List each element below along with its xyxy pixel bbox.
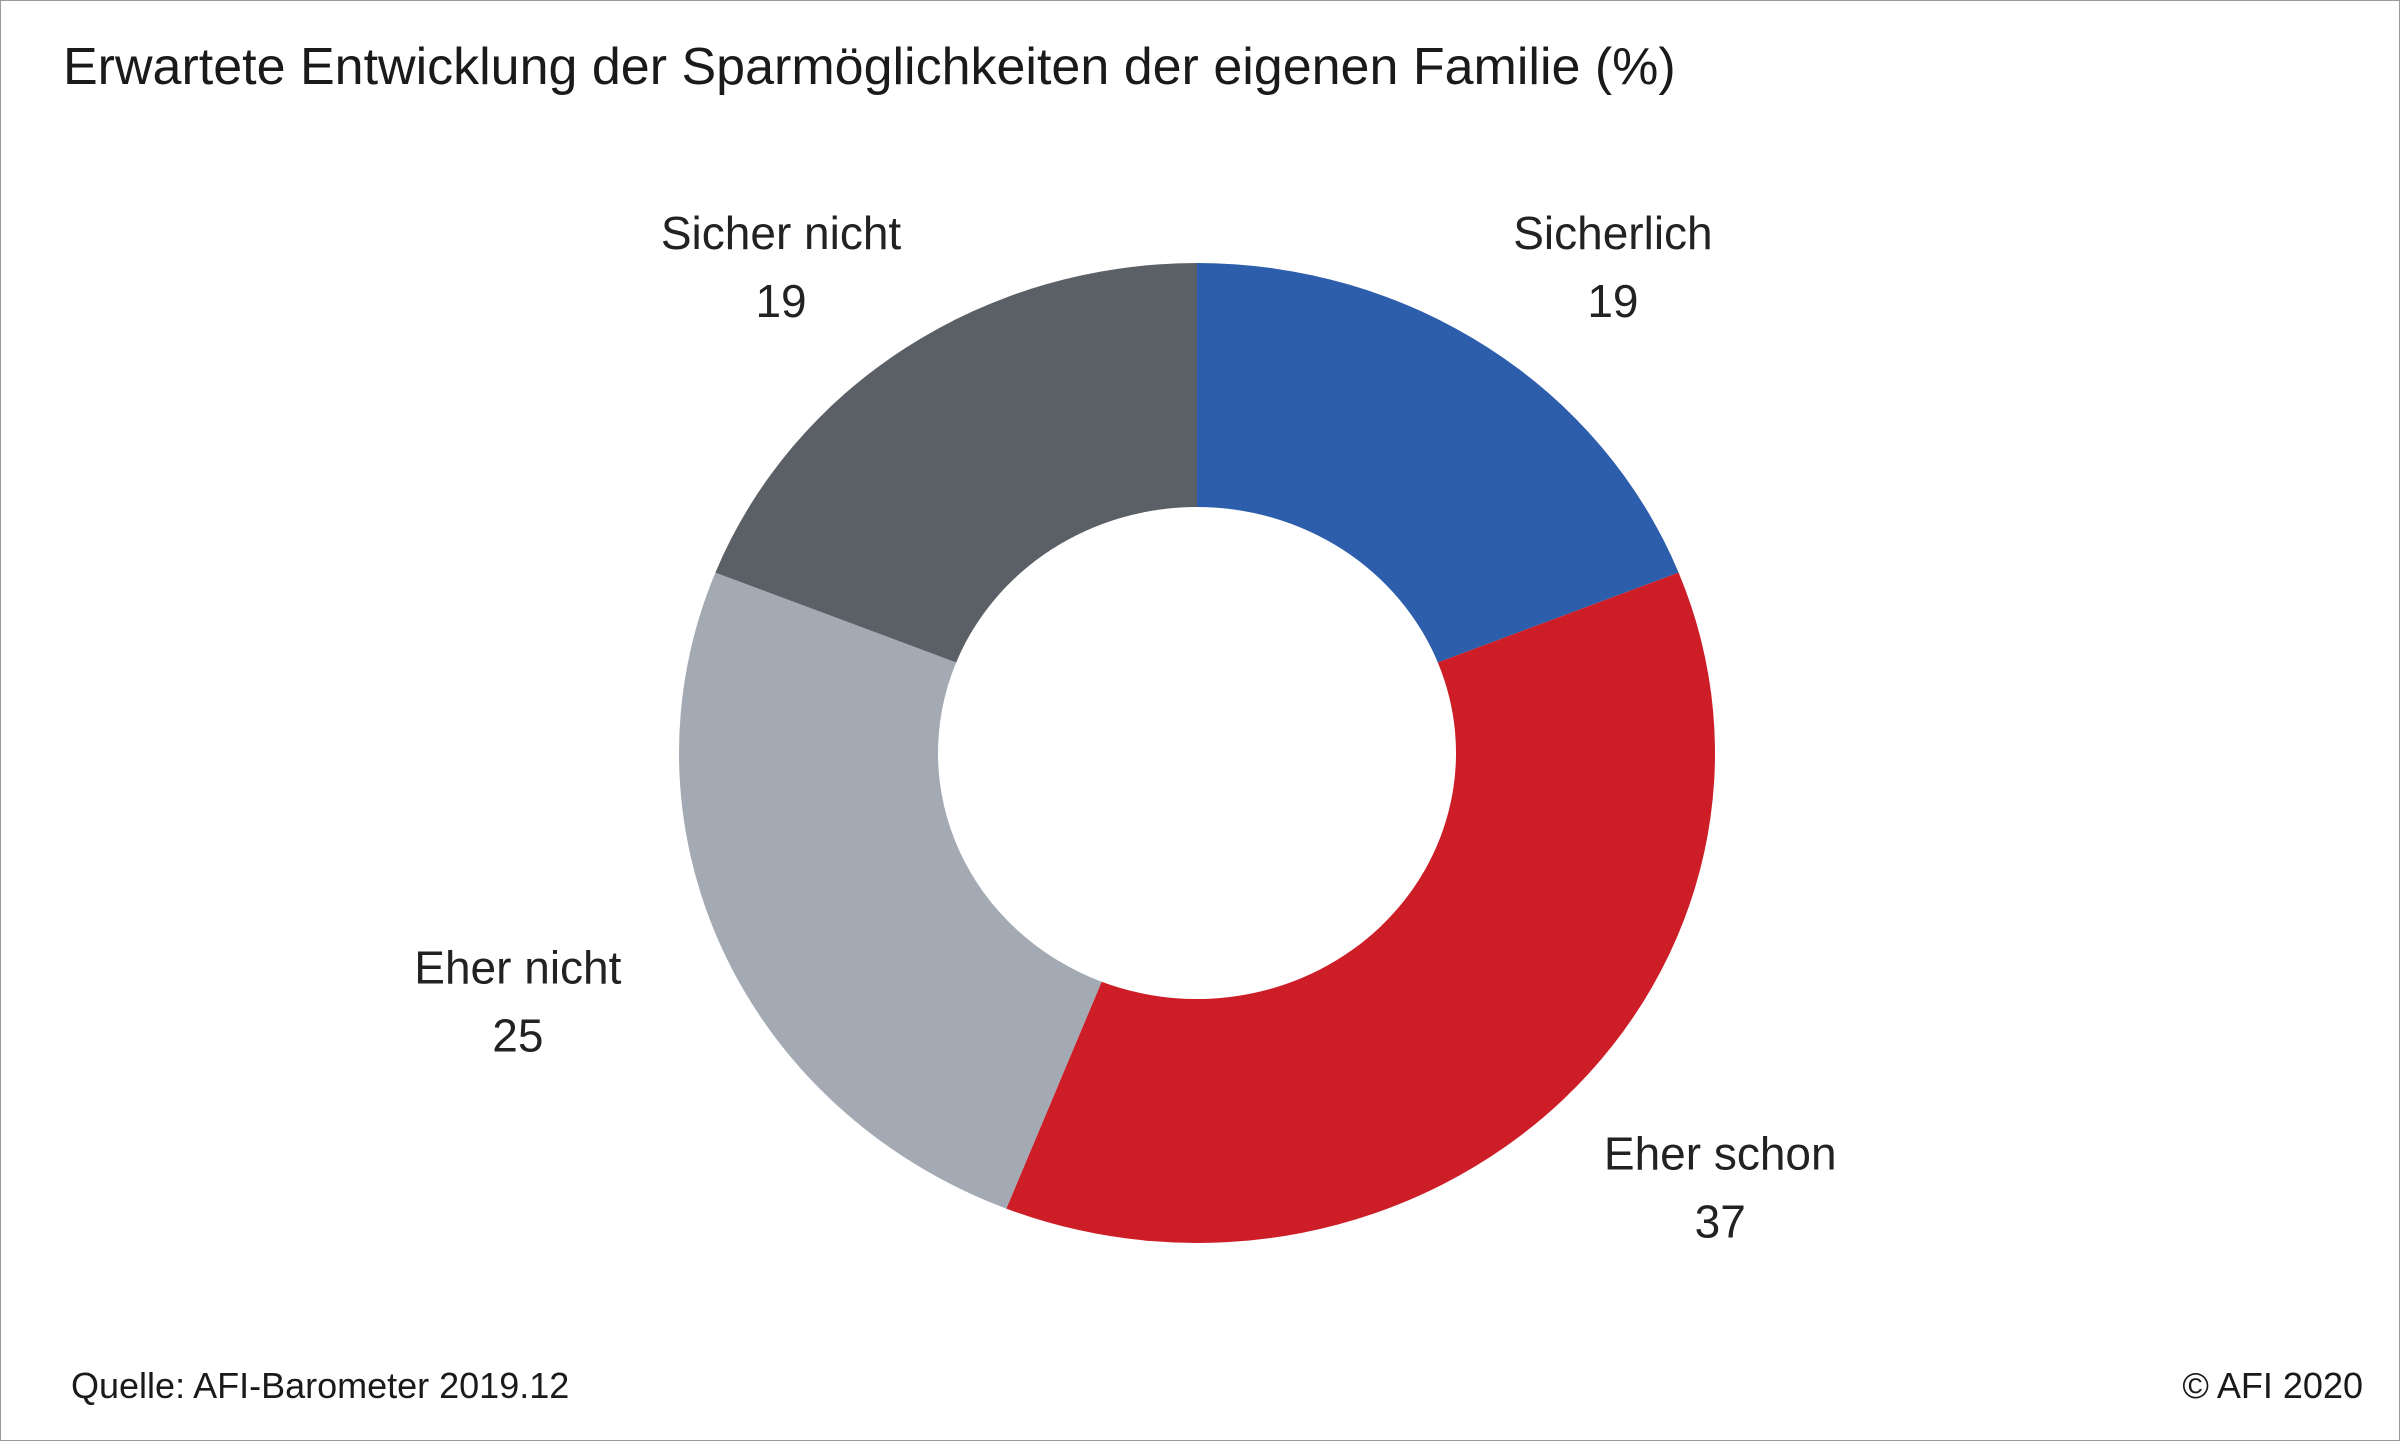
slice-sicher-nicht: [715, 263, 1197, 663]
slice-label-sicherlich: Sicherlich: [1513, 207, 1712, 259]
slice-sicherlich: [1197, 263, 1679, 663]
slice-value-eher-schon: 37: [1695, 1195, 1746, 1247]
slice-label-eher-schon: Eher schon: [1604, 1127, 1837, 1179]
slice-value-eher-nicht: 25: [492, 1009, 543, 1061]
slice-value-sicher-nicht: 19: [755, 275, 806, 327]
slice-eher-schon: [1006, 572, 1715, 1243]
copyright-note: © AFI 2020: [2182, 1365, 2363, 1406]
chart-title: Erwartete Entwicklung der Sparmöglichkei…: [63, 38, 1676, 96]
slice-eher-nicht: [679, 572, 1102, 1209]
slice-label-eher-nicht: Eher nicht: [414, 941, 621, 993]
slice-value-sicherlich: 19: [1587, 275, 1638, 327]
source-note: Quelle: AFI-Barometer 2019.12: [71, 1365, 570, 1406]
slice-label-sicher-nicht: Sicher nicht: [661, 207, 902, 259]
